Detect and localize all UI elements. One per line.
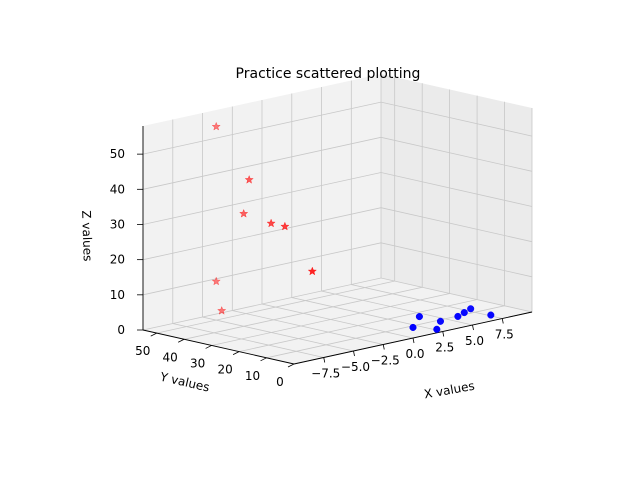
data-point-circle	[433, 325, 441, 333]
y-tick	[205, 345, 212, 349]
x-tick-label: −7.5	[311, 367, 340, 381]
data-point-circle	[454, 312, 462, 320]
y-tick-label: 0	[276, 375, 284, 389]
data-point-star	[239, 208, 249, 218]
chart-title: Practice scattered plotting	[236, 66, 421, 82]
data-points	[211, 121, 495, 333]
y-tick	[260, 357, 267, 362]
y-tick-label: 10	[245, 369, 260, 383]
y-axis-label: Y values	[158, 369, 211, 394]
y-tick-label: 40	[163, 350, 178, 364]
axis-ticks: −7.5 −5.0 −2.5 0.0 2.5 5.0 7.5 50 40 30 20 10 0 0 10 20…	[110, 147, 514, 389]
z-tick-label: 0	[117, 323, 125, 337]
axis-panes	[143, 74, 532, 364]
y-tick	[287, 363, 295, 368]
x-tick-label: 0.0	[405, 347, 424, 361]
y-tick-label: 20	[217, 363, 232, 377]
y-tick	[232, 351, 240, 355]
data-point-circle	[487, 311, 495, 319]
x-tick-label: −5.0	[341, 360, 370, 374]
z-tick-label: 10	[110, 288, 125, 302]
right-pane	[381, 74, 532, 312]
grid-lines	[142, 74, 533, 365]
x-tick-label: −2.5	[371, 354, 400, 368]
y-tick-label: 50	[135, 344, 150, 358]
data-point-star	[217, 305, 227, 315]
data-point-star	[244, 174, 254, 184]
y-tick	[150, 332, 157, 337]
data-point-circle	[415, 313, 423, 321]
x-tick-label: 5.0	[465, 334, 484, 348]
data-point-star	[211, 276, 221, 286]
x-tick	[472, 324, 474, 331]
x-tick-label: 2.5	[435, 341, 454, 355]
data-point-circle	[436, 317, 445, 325]
data-point-circle	[467, 305, 475, 313]
x-tick	[323, 357, 326, 363]
x-tick-label: 7.5	[495, 328, 514, 342]
data-point-circle	[409, 323, 417, 331]
z-tick-label: 40	[110, 182, 125, 196]
y-tick	[178, 338, 185, 343]
data-point-star	[266, 218, 276, 228]
z-tick-label: 30	[110, 217, 125, 231]
x-tick	[501, 318, 504, 324]
data-point-star	[280, 221, 290, 231]
data-point-star	[211, 121, 221, 131]
x-tick	[353, 350, 355, 357]
x-tick	[412, 337, 415, 344]
data-point-star	[307, 266, 317, 276]
x-tick	[382, 344, 385, 350]
data-point-circle	[460, 309, 468, 317]
x-axis-label: X values	[423, 379, 476, 402]
z-axis-label: Z values	[79, 210, 95, 262]
y-tick-label: 30	[190, 356, 205, 370]
x-tick	[442, 331, 445, 337]
z-tick-label: 20	[110, 253, 125, 267]
y-axis-line	[142, 329, 295, 365]
z-tick-label: 50	[110, 147, 125, 161]
